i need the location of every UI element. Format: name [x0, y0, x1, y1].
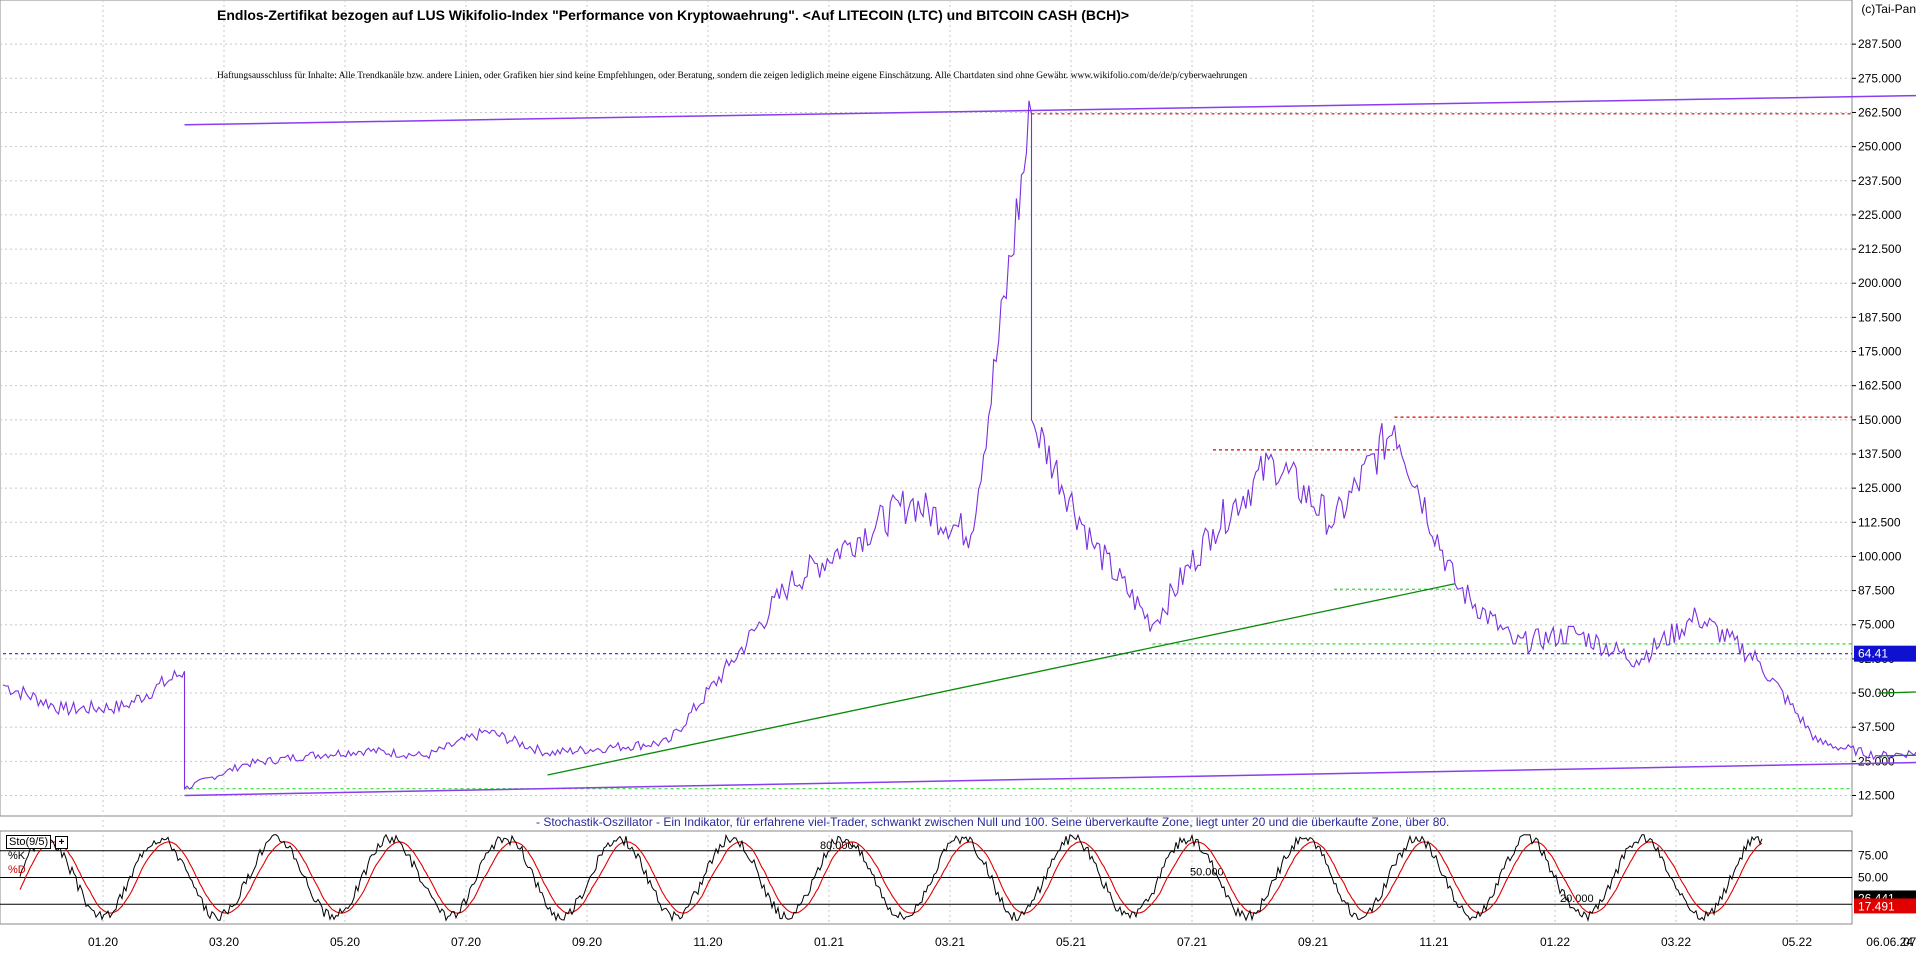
y-tick-label: 37.500	[1858, 720, 1895, 734]
trend-line-channel	[185, 737, 1916, 796]
x-tick-label: 05.20	[330, 935, 360, 948]
y-tick-label: 137.500	[1858, 447, 1902, 461]
x-tick-label: 05.21	[1056, 935, 1086, 948]
trend-line-green	[548, 584, 1456, 775]
y-tick-label: 125.000	[1858, 481, 1902, 495]
y-tick-label: 225.000	[1858, 208, 1902, 222]
y-tick-label: 237.500	[1858, 174, 1902, 188]
last-value-label: 64.41	[1858, 647, 1888, 661]
y-tick-label: 112.500	[1858, 515, 1901, 529]
copyright-label: (c)Tai-Pan	[1861, 2, 1916, 16]
x-tick-label: 11.20	[693, 935, 722, 948]
osc-y-tick-label: 50.00	[1858, 871, 1888, 885]
indicator-label[interactable]: Sto(9/5)	[6, 835, 51, 849]
indicator-add-button[interactable]: +	[55, 836, 68, 849]
y-tick-label: 162.500	[1858, 379, 1902, 393]
y-tick-label: 12.500	[1858, 789, 1895, 803]
y-tick-label: 175.000	[1858, 345, 1902, 359]
y-tick-label: 200.000	[1858, 276, 1902, 290]
x-tick-label: 01.21	[814, 935, 844, 948]
chart-title: Endlos-Zertifikat bezogen auf LUS Wikifo…	[217, 7, 1129, 23]
y-tick-label: 250.000	[1858, 140, 1902, 154]
y-tick-label: 100.000	[1858, 549, 1902, 563]
y-tick-label: 212.500	[1858, 242, 1902, 256]
stoch-d-value: 17.491	[1858, 899, 1895, 913]
stoch-d-legend: %D	[8, 864, 26, 876]
disclaimer-text: Haftungsausschluss für Inhalte: Alle Tre…	[217, 71, 1247, 81]
x-tick-label: 07.20	[451, 935, 481, 948]
stoch-k-legend: %K	[8, 850, 25, 862]
y-tick-label: 287.500	[1858, 37, 1902, 51]
y-tick-label: 87.500	[1858, 584, 1895, 598]
x-end-label: 06.06.24	[1866, 935, 1913, 948]
y-tick-label: 75.000	[1858, 618, 1895, 632]
y-tick-label: 187.500	[1858, 310, 1902, 324]
osc-level-label: 50.000	[1190, 867, 1224, 879]
x-tick-label: 09.20	[572, 935, 602, 948]
x-tick-label: 09.21	[1298, 935, 1328, 948]
x-tick-label: 11.21	[1419, 935, 1448, 948]
x-tick-label: 07.21	[1177, 935, 1207, 948]
x-tick-label: 03.21	[935, 935, 965, 948]
y-tick-label: 25.000	[1858, 754, 1895, 768]
x-tick-label: 05.22	[1782, 935, 1812, 948]
x-tick-label: 01.22	[1540, 935, 1570, 948]
price-series-line	[3, 101, 1916, 789]
x-tick-label: 01.20	[88, 935, 118, 948]
price-pane-frame	[0, 0, 1852, 816]
x-tick-label: 03.22	[1661, 935, 1691, 948]
y-tick-label: 150.000	[1858, 413, 1902, 427]
osc-y-tick-label: 75.00	[1858, 848, 1888, 862]
stochastic-note: - Stochastik-Oszillator - Ein Indikator,…	[536, 815, 1449, 829]
y-tick-label: 262.500	[1858, 105, 1902, 119]
y-tick-label: 275.000	[1858, 71, 1902, 85]
x-tick-label: 03.20	[209, 935, 239, 948]
